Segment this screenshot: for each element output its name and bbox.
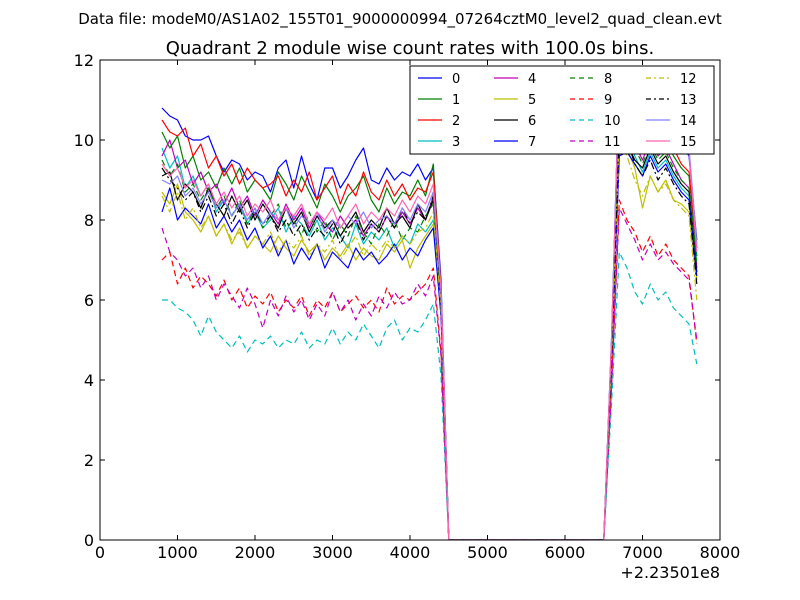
legend-label-3: 3 <box>452 135 460 150</box>
legend-label-12: 12 <box>680 72 697 87</box>
legend-label-11: 11 <box>604 135 621 150</box>
legend-label-1: 1 <box>452 93 460 108</box>
legend-frame <box>409 65 715 155</box>
x-tick-label: 6000 <box>545 543 586 562</box>
x-tick-label: 0 <box>95 543 105 562</box>
legend-label-0: 0 <box>452 72 460 87</box>
legend-label-4: 4 <box>528 72 536 87</box>
legend-label-5: 5 <box>528 93 536 108</box>
y-tick-label: 8 <box>84 211 94 230</box>
y-tick-label: 0 <box>84 531 94 550</box>
legend-label-6: 6 <box>528 114 536 129</box>
x-tick-label: 2000 <box>235 543 276 562</box>
legend-label-9: 9 <box>604 93 612 108</box>
y-tick-label: 2 <box>84 451 94 470</box>
x-axis-offset-label: +2.23501e8 <box>620 563 720 582</box>
series-line-8 <box>161 107 698 540</box>
legend-label-14: 14 <box>680 114 697 129</box>
legend-label-15: 15 <box>680 135 697 150</box>
y-tick-label: 12 <box>74 51 94 70</box>
legend-label-7: 7 <box>528 135 536 150</box>
x-tick-label: 7000 <box>622 543 663 562</box>
chart-suptitle: Data file: modeM0/AS1A02_155T01_90000009… <box>78 10 722 29</box>
x-tick-label: 5000 <box>467 543 508 562</box>
series-layer <box>161 71 698 540</box>
y-tick-label: 10 <box>74 131 94 150</box>
legend-label-10: 10 <box>604 114 621 129</box>
y-tick-label: 6 <box>84 291 94 310</box>
x-tick-label: 8000 <box>700 543 741 562</box>
y-tick-label: 4 <box>84 371 94 390</box>
x-tick-label: 3000 <box>312 543 353 562</box>
x-tick-label: 1000 <box>157 543 198 562</box>
series-line-12 <box>161 139 698 540</box>
legend-label-2: 2 <box>452 114 460 129</box>
x-tick-label: 4000 <box>390 543 431 562</box>
legend-label-13: 13 <box>680 93 697 108</box>
series-line-15 <box>161 79 698 540</box>
legend-label-8: 8 <box>604 72 612 87</box>
chart-title: Quadrant 2 module wise count rates with … <box>166 38 655 59</box>
series-line-9 <box>161 199 698 540</box>
axis-layer: 0 1000 2000 3000 4000 5000 6000 7000 80000246810… <box>74 51 741 562</box>
